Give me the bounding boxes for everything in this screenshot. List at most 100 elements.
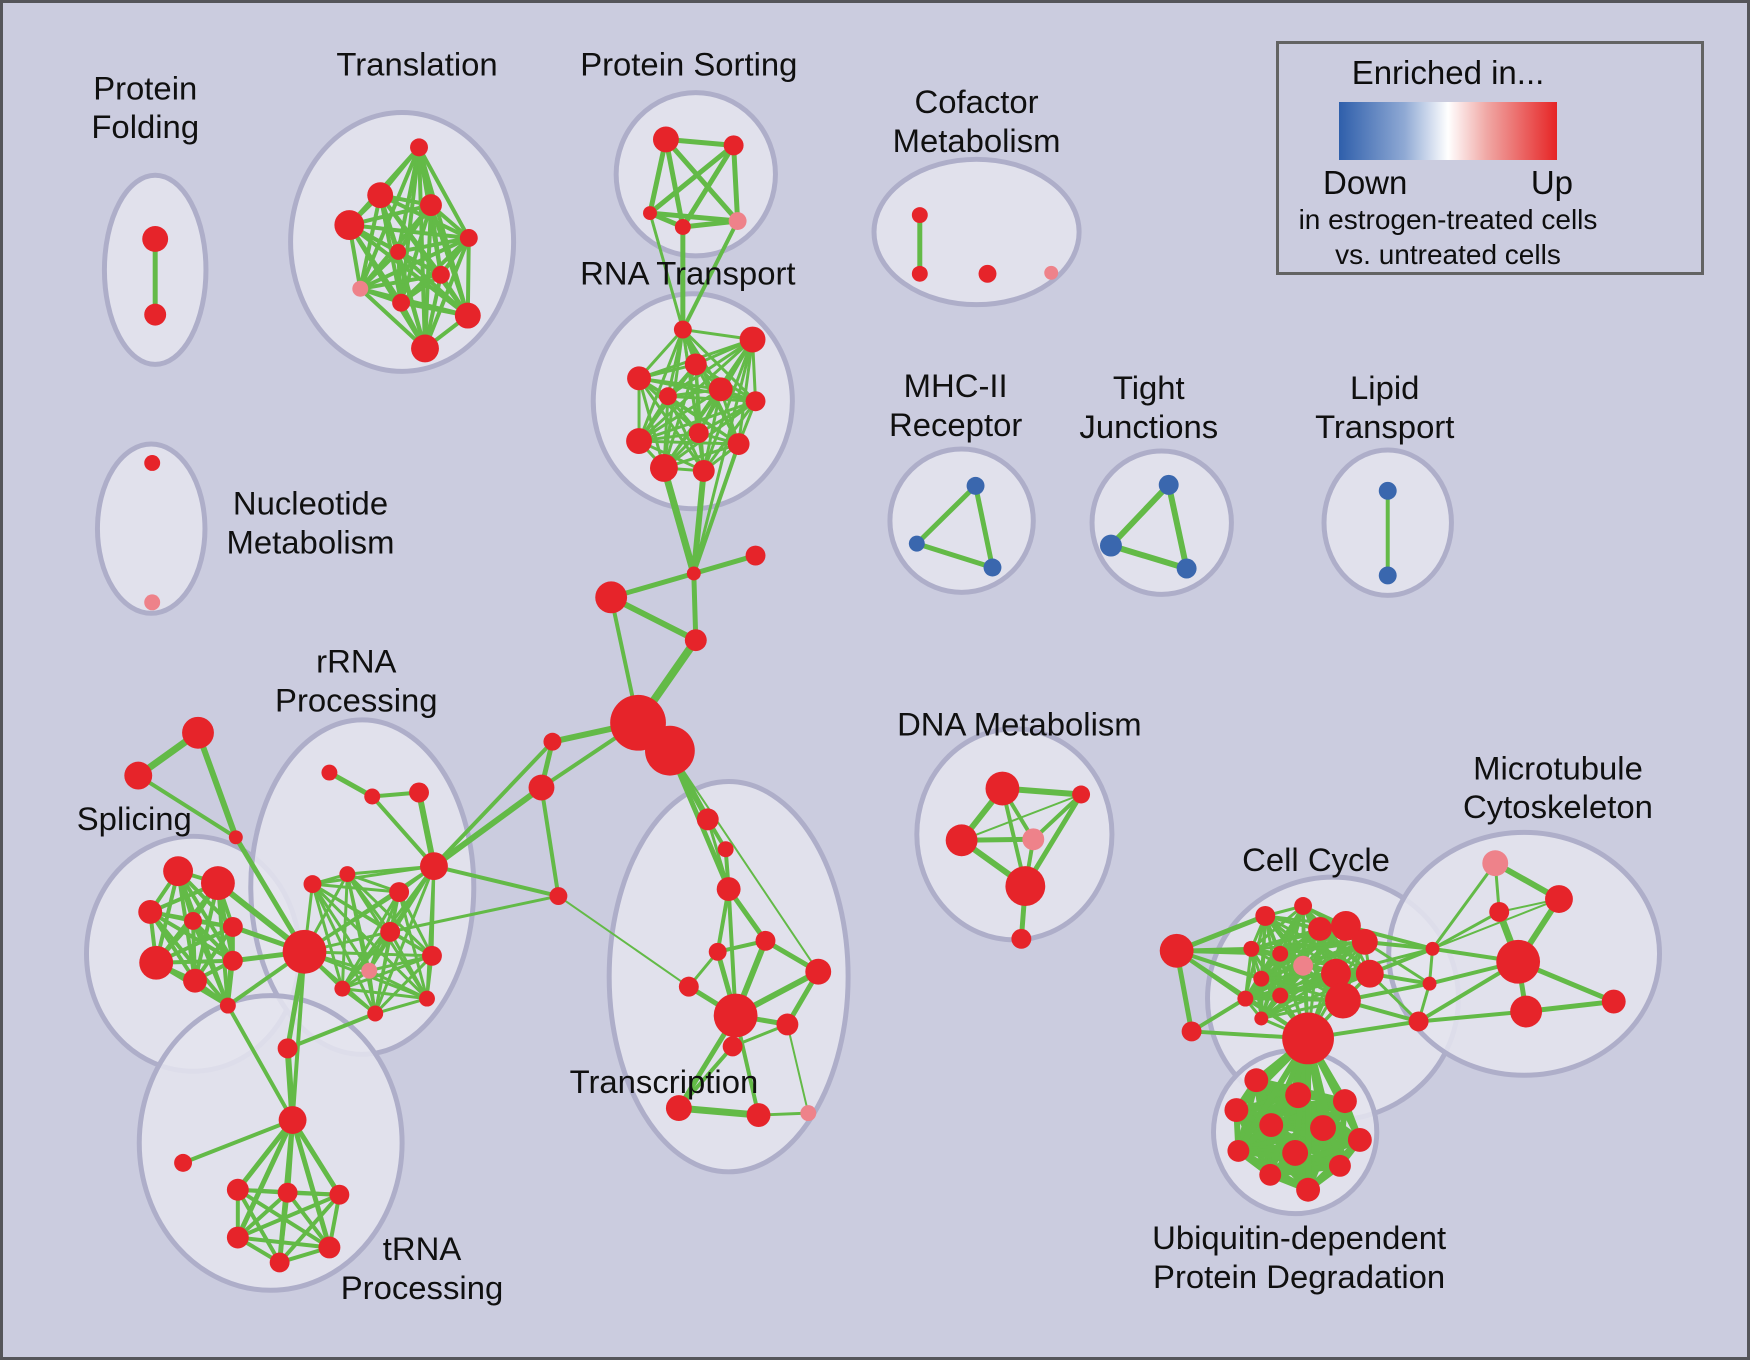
gene-set-node [1272, 987, 1289, 1004]
enrichment-edge [235, 1192, 342, 1240]
enrichment-edge [428, 203, 443, 277]
gene-set-node [1489, 902, 1510, 922]
gene-set-node [1022, 828, 1045, 851]
gene-set-node [678, 976, 699, 997]
gene-set-node [454, 302, 481, 329]
enrichment-edge [388, 894, 560, 934]
enrichment-edge [417, 145, 471, 240]
gene-set-node [627, 366, 651, 391]
legend-box: Enriched in... Down Up in estrogen-treat… [1276, 41, 1704, 275]
enrichment-edge [1174, 948, 1283, 956]
legend-caption-line2: vs. untreated cells [1335, 239, 1561, 270]
gene-set-node [745, 391, 766, 412]
enrichment-edge [285, 1190, 332, 1250]
gene-set-node [723, 135, 744, 156]
gene-set-node [138, 900, 163, 924]
enrichment-edge [914, 483, 979, 547]
enrichment-edge [960, 793, 1083, 842]
legend-title: Enriched in... [1351, 54, 1545, 91]
cluster-label-dna-metabolism: DNA Metabolism [897, 705, 1142, 742]
enrichment-edge [397, 890, 434, 958]
gene-set-node [1259, 1163, 1282, 1186]
gene-set-node [717, 841, 734, 858]
enrichment-edge [1259, 972, 1372, 981]
enrichment-edge [423, 235, 471, 351]
gene-set-node [419, 990, 435, 1007]
enrichment-edge [431, 739, 555, 869]
gene-set-node [746, 1103, 771, 1128]
gene-set-node [1254, 1011, 1269, 1026]
cluster-label-trna-processing: Processing [341, 1269, 503, 1306]
cluster-label-ubiquitin-degradation: Protein Degradation [1153, 1258, 1445, 1295]
cluster-label-tight-junctions: Tight [1113, 369, 1185, 406]
gene-set-node [708, 377, 733, 402]
gene-set-node [1227, 1139, 1250, 1162]
gene-set-node [1181, 1021, 1202, 1042]
gene-set-node [649, 454, 678, 482]
gene-set-node [1296, 1177, 1321, 1202]
enrichment-edge [310, 864, 436, 886]
gene-set-node [1425, 941, 1440, 956]
cluster-label-translation: Translation [336, 45, 497, 82]
gene-set-node [200, 866, 235, 901]
enrichment-edge [1189, 996, 1248, 1034]
gene-set-node [1158, 474, 1179, 495]
enrichment-edge [973, 483, 995, 570]
gene-set-node [745, 545, 766, 566]
gene-set-node [392, 293, 411, 312]
gene-set-node [688, 423, 709, 444]
gene-set-node [226, 1178, 249, 1201]
gene-set-node [409, 782, 429, 803]
gene-set-node [1308, 916, 1332, 941]
cluster-label-rrna-processing: Processing [275, 682, 437, 719]
enrichment-edge [1259, 972, 1372, 1020]
gene-set-node [1244, 1068, 1269, 1093]
gene-set-node [1510, 995, 1543, 1028]
enrichment-edge [358, 235, 471, 291]
enrichment-edge [647, 142, 737, 216]
cluster-label-protein-folding: Protein [93, 69, 197, 106]
gene-set-node [459, 228, 478, 247]
gene-set-node [1011, 928, 1032, 949]
gene-set-node [1545, 885, 1573, 913]
gene-set-node [226, 1226, 249, 1249]
gene-set-node [1005, 866, 1046, 906]
enrichment-edge [637, 387, 723, 443]
gene-set-node [1482, 850, 1509, 877]
enrichment-edge [681, 328, 758, 403]
gene-set-node [144, 594, 161, 611]
gene-set-node [277, 1182, 298, 1203]
gene-set-node [339, 866, 356, 883]
gene-set-node [219, 997, 236, 1014]
gene-set-node [674, 219, 691, 235]
enrichment-edge [1431, 910, 1501, 951]
gene-set-node [390, 243, 407, 260]
enrichment-edge [430, 784, 545, 870]
gene-set-node [673, 320, 692, 339]
cluster-label-microtubule-cytoskeleton: Microtubule [1473, 749, 1643, 786]
enrichment-edge [691, 442, 741, 576]
cluster-label-protein-folding: Folding [91, 108, 199, 145]
enrichment-edge [290, 1117, 332, 1250]
gene-set-node [911, 207, 928, 224]
cluster-label-ubiquitin-degradation: Ubiquitin-dependent [1152, 1219, 1446, 1256]
enrichment-edge [358, 272, 443, 291]
enrichment-edge [1249, 904, 1305, 951]
gene-set-node [228, 830, 243, 845]
gene-set-node [684, 629, 707, 652]
enrichment-edge [680, 218, 741, 230]
gene-set-node [1285, 1082, 1312, 1109]
enrichment-edge [660, 464, 698, 577]
enrichment-edge [914, 541, 995, 570]
legend-down-label: Down [1323, 164, 1408, 201]
gene-set-node [422, 945, 442, 966]
enrichment-edge [148, 909, 230, 1008]
cluster-label-nucleotide-metabolism: Metabolism [227, 523, 395, 560]
gene-set-node [945, 824, 978, 857]
gene-set-node [1282, 1012, 1334, 1065]
enrichment-edge [1278, 972, 1372, 998]
enrichment-edge [690, 467, 707, 577]
gene-set-node [696, 808, 719, 831]
gene-set-node [411, 334, 439, 363]
